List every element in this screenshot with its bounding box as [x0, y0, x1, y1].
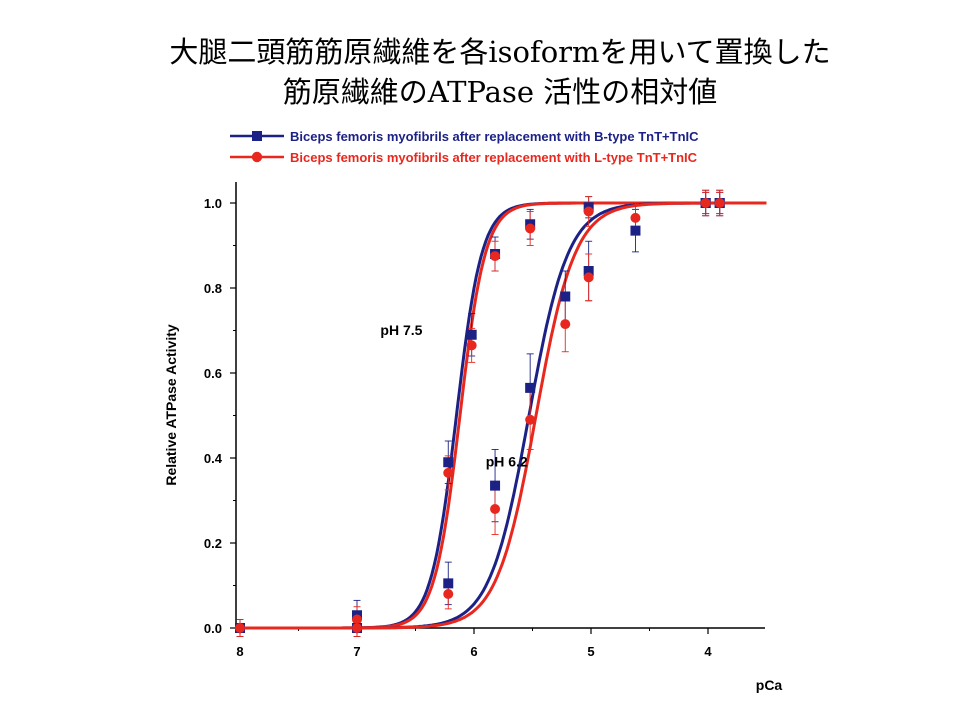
data-point-square [490, 480, 501, 491]
legend-square-marker [252, 131, 262, 141]
y-tick-label: 0.8 [204, 281, 222, 296]
x-tick-label: 7 [353, 644, 360, 659]
data-point-circle [525, 414, 536, 425]
legend: Biceps femoris myofibrils after replacem… [230, 129, 699, 165]
data-point-square [560, 291, 571, 302]
x-tick-label: 4 [704, 644, 712, 659]
y-tick-label: 0.2 [204, 536, 222, 551]
y-tick-label: 0.6 [204, 366, 222, 381]
data-point-circle [235, 623, 245, 633]
legend-circle-marker [251, 151, 263, 163]
data-point-circle [352, 614, 362, 625]
y-tick-label: 1.0 [204, 196, 222, 211]
data-points [235, 198, 725, 633]
slide-title: 大腿二頭筋筋原繊維を各isoformを用いて置換した 筋原繊維のATPase 活… [0, 32, 960, 112]
data-point-square [443, 578, 454, 589]
data-point-circle [466, 340, 477, 351]
axes: 8 7 6 5 4 0.0 0.2 0.4 0.6 0.8 1.0 pCa Relative ATPas… [163, 182, 782, 693]
data-point-circle [443, 467, 454, 478]
x-tick-label: 5 [587, 644, 594, 659]
x-tick-label: 6 [470, 644, 477, 659]
legend-label: Biceps femoris myofibrils after replacem… [290, 150, 698, 165]
y-axis-label: Relative ATPase Activity [163, 324, 179, 486]
data-point-circle [714, 198, 725, 208]
data-point-circle [583, 272, 594, 283]
annotation-label: pH 7.5 [380, 322, 422, 338]
data-point-circle [525, 223, 536, 234]
data-point-circle [700, 198, 711, 208]
fit-curves [240, 201, 767, 630]
x-axis-label: pCa [756, 677, 783, 693]
fit-curve [240, 201, 767, 630]
y-tick-label: 0.0 [204, 621, 222, 636]
data-point-square [583, 266, 594, 276]
annotation-label: pH 6.2 [486, 454, 528, 470]
data-point-square [443, 457, 454, 468]
data-point-square [525, 382, 536, 393]
title-line-2: 筋原繊維のATPase 活性の相対値 [282, 75, 718, 109]
data-point-circle [352, 623, 362, 633]
data-point-circle [490, 504, 501, 514]
x-tick-label: 8 [236, 644, 243, 659]
title-line-1: 大腿二頭筋筋原繊維を各isoformを用いて置換した [169, 35, 831, 69]
data-point-circle [560, 319, 571, 330]
data-point-square [630, 225, 641, 236]
y-tick-label: 0.4 [204, 451, 223, 466]
annotations: pH 7.5 pH 6.2 [380, 322, 528, 470]
data-point-square [466, 329, 477, 340]
data-point-circle [583, 206, 594, 217]
data-point-circle [443, 589, 454, 599]
data-point-circle [490, 251, 501, 262]
legend-label: Biceps femoris myofibrils after replacem… [290, 129, 699, 144]
data-point-circle [630, 212, 641, 223]
